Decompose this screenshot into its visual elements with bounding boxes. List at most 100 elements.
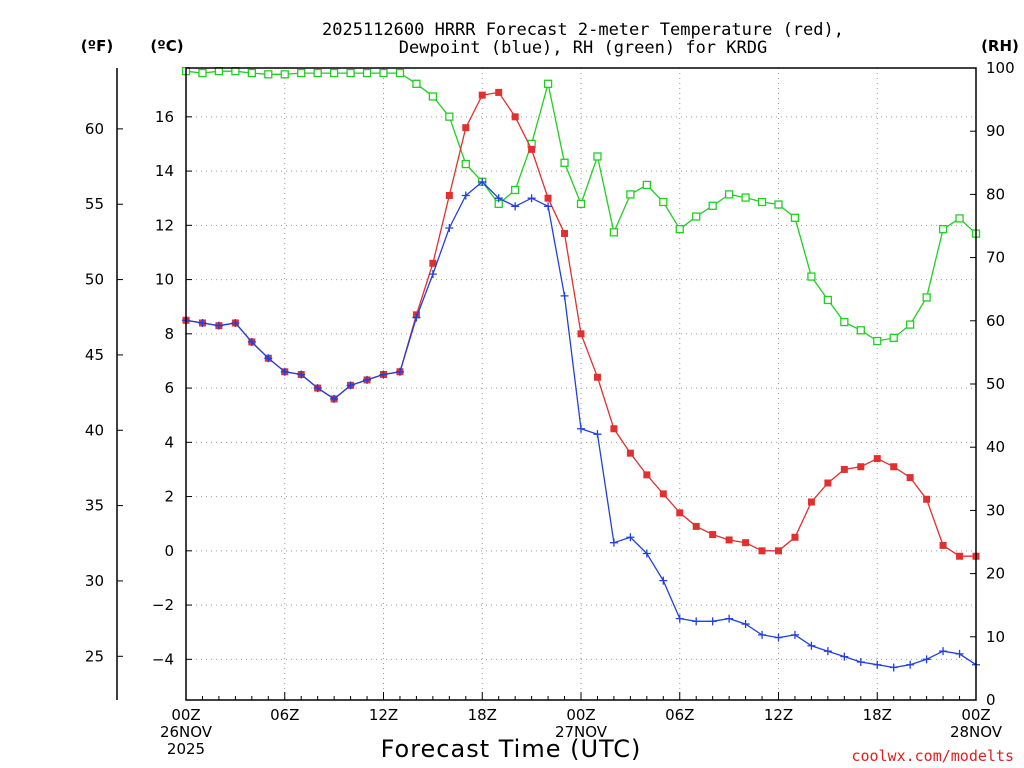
x-tick-label: 2025: [167, 740, 205, 758]
dewpoint-point: [807, 641, 816, 650]
celsius-tick-label: −4: [152, 650, 174, 668]
rh-point: [379, 68, 388, 78]
rh-point: [692, 212, 701, 221]
rh-unit-label: (RH): [981, 37, 1019, 55]
celsius-tick-label: 14: [155, 162, 174, 180]
dewpoint-point: [544, 202, 553, 211]
dewpoint-point: [346, 381, 355, 390]
x-tick-label: 00Z: [566, 706, 595, 724]
celsius-ticks: −4 −2 0 2 4 6 8 10 12 14 16: [152, 108, 192, 668]
temperature-point: [742, 539, 750, 547]
series-temperature: [182, 88, 980, 560]
dewpoint-point: [692, 617, 701, 626]
dewpoint-point: [379, 370, 388, 379]
dewpoint-point: [955, 649, 964, 658]
series-line: [185, 91, 976, 557]
temperature-point: [643, 471, 651, 479]
dewpoint-point: [922, 655, 931, 664]
fahrenheit-tick-label: 30: [85, 572, 104, 590]
dewpoint-point: [247, 337, 256, 346]
series-layer: [181, 67, 981, 672]
dewpoint-point: [659, 576, 668, 585]
dewpoint-point: [856, 658, 865, 667]
rh-tick-label: 90: [986, 122, 1005, 140]
celsius-tick-label: 12: [155, 216, 174, 234]
rh-point: [593, 152, 602, 161]
rh-point: [757, 197, 767, 207]
rh-point: [741, 193, 750, 202]
temperature-point: [857, 463, 865, 471]
temperature-point: [923, 495, 931, 503]
rh-point: [724, 190, 734, 199]
celsius-tick-label: 6: [164, 379, 174, 397]
x-tick-label: 00Z: [961, 706, 990, 724]
dewpoint-point: [609, 538, 618, 547]
dewpoint-point: [560, 291, 569, 300]
rh-tick-label: 100: [986, 59, 1015, 77]
dewpoint-point: [593, 430, 602, 439]
dewpoint-point: [577, 424, 585, 433]
rh-point: [362, 68, 372, 78]
rh-point: [198, 68, 207, 78]
temperature-point: [577, 330, 585, 338]
credit-text: coolwx.com/modelts: [851, 747, 1014, 765]
rh-point: [823, 295, 833, 305]
dewpoint-point: [675, 614, 684, 623]
rh-tick-label: 40: [986, 438, 1005, 456]
rh-point: [461, 159, 470, 169]
temperature-point: [840, 465, 848, 473]
series-line: [185, 181, 977, 669]
temperature-point: [561, 229, 569, 237]
celsius-tick-label: 2: [164, 488, 174, 506]
x-tick-label: 18Z: [468, 706, 497, 724]
dewpoint-point: [280, 367, 289, 376]
celsius-unit-label: (ºC): [150, 37, 183, 55]
rh-point: [642, 180, 651, 190]
temperature-point: [758, 547, 766, 555]
rh-point: [708, 201, 717, 210]
dewpoint-point: [527, 194, 536, 203]
rh-point: [840, 317, 849, 327]
x-axis-title: Forecast Time (UTC): [381, 735, 642, 763]
dewpoint-point: [790, 630, 799, 639]
rh-tick-label: 20: [986, 565, 1005, 583]
x-tick-label: 12Z: [369, 706, 398, 724]
dewpoint-point: [939, 647, 948, 656]
rh-tick-label: 70: [986, 249, 1005, 267]
celsius-tick-label: 4: [164, 433, 174, 451]
dewpoint-point: [626, 533, 635, 542]
rh-point: [280, 70, 289, 79]
rh-point: [264, 70, 273, 79]
dewpoint-point: [774, 633, 783, 642]
dewpoint-point: [363, 375, 372, 384]
rh-tick-label: 0: [986, 691, 996, 709]
temperature-point: [890, 463, 898, 471]
rh-point: [297, 68, 306, 78]
fahrenheit-tick-label: 40: [85, 421, 104, 439]
rh-tick-label: 30: [986, 501, 1005, 519]
celsius-tick-label: 16: [155, 108, 174, 126]
dewpoint-point: [708, 617, 717, 626]
temperature-point: [626, 449, 634, 457]
x-tick-label: 06Z: [665, 706, 694, 724]
dewpoint-point: [428, 270, 437, 279]
temperature-point: [824, 479, 832, 487]
temperature-point: [692, 522, 700, 530]
temperature-point: [873, 455, 881, 463]
dewpoint-point: [906, 660, 915, 669]
temperature-point: [775, 547, 782, 555]
rh-ticks: 0 10 20 30 40 50 60 70 80 90 100: [970, 59, 1015, 709]
dewpoint-point: [231, 318, 240, 327]
chart-title-line2: Dewpoint (blue), RH (green) for KRDG: [399, 38, 767, 58]
rh-point: [609, 228, 619, 237]
dewpoint-point: [214, 321, 223, 330]
series-dewpoint: [182, 177, 980, 672]
dewpoint-point: [445, 224, 454, 233]
rh-point: [659, 197, 668, 207]
fahrenheit-tick-label: 55: [85, 195, 104, 213]
rh-point: [856, 326, 865, 335]
dewpoint-point: [758, 630, 767, 639]
temperature-point: [659, 490, 667, 498]
